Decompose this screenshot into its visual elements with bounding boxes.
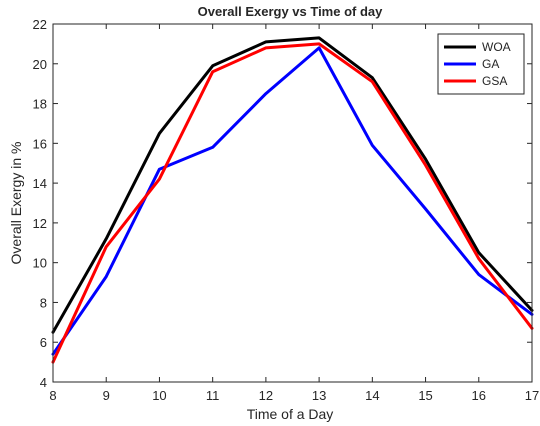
x-tick-label: 14 <box>365 388 379 403</box>
axes-box <box>52 23 533 383</box>
x-tick-label: 15 <box>418 388 432 403</box>
x-axis-title: Time of a Day <box>247 406 334 422</box>
series-line-woa <box>51 36 534 334</box>
series-lines <box>51 36 534 364</box>
y-tick-label: 20 <box>33 57 47 72</box>
y-tick-label: 14 <box>33 176 47 191</box>
y-tick-label: 18 <box>33 97 47 112</box>
x-tick-label: 10 <box>152 388 166 403</box>
x-tick-label: 9 <box>103 388 110 403</box>
y-tick-label: 16 <box>33 136 47 151</box>
y-tick-label: 4 <box>40 375 47 390</box>
legend: WOA GA GSA <box>437 33 525 95</box>
y-axis-ticks: 4 6 8 10 12 14 16 18 20 22 <box>33 17 532 390</box>
x-tick-label: 11 <box>206 388 220 403</box>
x-axis-ticks: 8 9 10 11 12 13 14 15 16 17 <box>49 24 539 403</box>
y-tick-label: 22 <box>33 17 47 32</box>
y-tick-label: 10 <box>33 256 47 271</box>
axes <box>52 23 533 383</box>
y-tick-label: 8 <box>40 295 47 310</box>
legend-label-gsa: GSA <box>482 74 507 88</box>
series-line-ga <box>51 46 534 356</box>
x-tick-label: 12 <box>259 388 273 403</box>
chart-title: Overall Exergy vs Time of day <box>198 4 384 19</box>
y-tick-label: 12 <box>33 216 47 231</box>
legend-label-ga: GA <box>482 57 499 71</box>
x-tick-label: 8 <box>49 388 56 403</box>
x-tick-label: 16 <box>472 388 486 403</box>
series-line-gsa <box>51 42 534 364</box>
x-tick-label: 17 <box>525 388 539 403</box>
y-axis-title: Overall Exergy in % <box>8 142 24 265</box>
x-tick-label: 13 <box>312 388 326 403</box>
legend-label-woa: WOA <box>482 40 511 54</box>
y-tick-label: 6 <box>40 335 47 350</box>
